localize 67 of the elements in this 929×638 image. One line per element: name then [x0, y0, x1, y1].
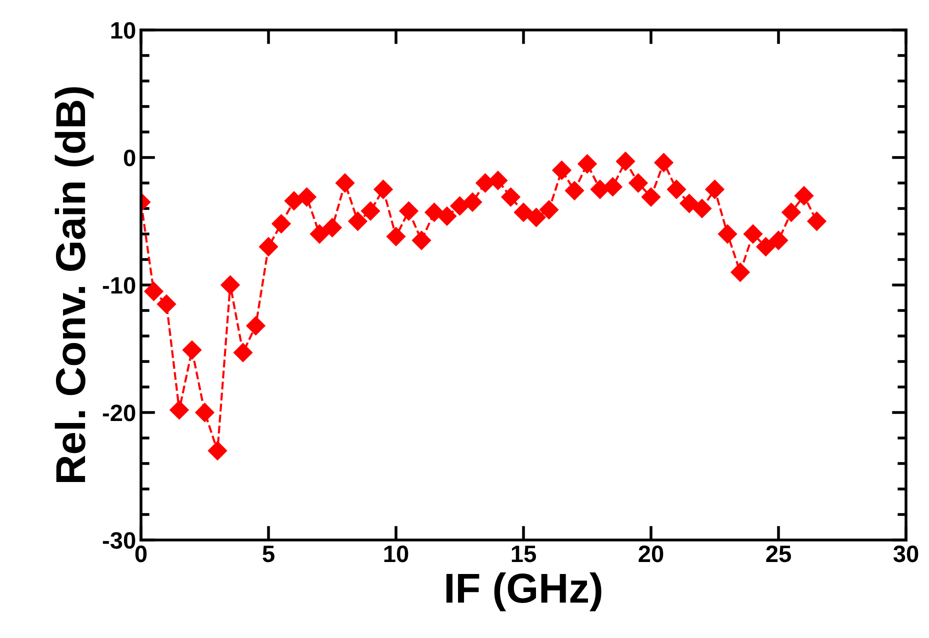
point [718, 224, 738, 244]
point [170, 400, 189, 420]
point [195, 402, 214, 422]
point [692, 198, 712, 218]
point [399, 202, 418, 221]
point [705, 180, 724, 199]
point [246, 316, 266, 336]
point [476, 173, 495, 193]
point [297, 187, 316, 207]
x-tick-label: 10 [384, 545, 408, 562]
point [360, 202, 380, 221]
y-tick-label: -10 [102, 277, 136, 294]
point [578, 154, 597, 174]
point [220, 275, 240, 295]
point [144, 282, 164, 301]
x-tick-label: 0 [135, 545, 147, 562]
point [424, 202, 444, 222]
point [386, 227, 406, 246]
point [233, 343, 253, 362]
point [782, 202, 801, 222]
x-tick-label: 15 [512, 546, 536, 562]
point [628, 173, 648, 193]
point [590, 180, 610, 199]
x-tick-label: 20 [638, 545, 664, 562]
point [310, 224, 330, 244]
y-tick-label: -20 [102, 404, 136, 422]
point [156, 294, 176, 314]
point [272, 214, 291, 234]
point [526, 208, 546, 227]
x-tick-label: 25 [766, 545, 791, 562]
point [539, 200, 559, 220]
point [437, 206, 457, 226]
point [654, 153, 674, 172]
point [322, 218, 342, 238]
point [374, 180, 393, 199]
x-tick-label: 5 [262, 546, 274, 562]
point [412, 230, 432, 250]
point [514, 202, 534, 222]
point [462, 192, 482, 212]
point [488, 170, 508, 190]
point [603, 177, 622, 196]
point [756, 237, 776, 256]
point [258, 237, 278, 256]
point [807, 212, 826, 231]
point [208, 441, 228, 460]
point [730, 262, 750, 282]
point [616, 152, 636, 171]
point [348, 212, 368, 231]
point [552, 160, 572, 180]
point [743, 224, 763, 244]
point [641, 187, 661, 207]
point [335, 173, 355, 193]
point [564, 181, 584, 200]
point [182, 340, 202, 360]
point [450, 196, 470, 216]
point [794, 186, 814, 206]
point [666, 180, 686, 199]
x-axis-title: IF (GHz) [446, 572, 602, 612]
point [680, 194, 699, 213]
point [768, 230, 788, 250]
y-axis-title: Rel. Conv. Gain (dB) [54, 87, 94, 482]
point [284, 191, 304, 210]
y-tick-label: 0 [124, 150, 136, 166]
x-tick-label: 30 [893, 545, 918, 562]
point [501, 187, 520, 207]
y-tick-label: -30 [102, 532, 136, 549]
y-tick-label: 10 [111, 22, 136, 39]
